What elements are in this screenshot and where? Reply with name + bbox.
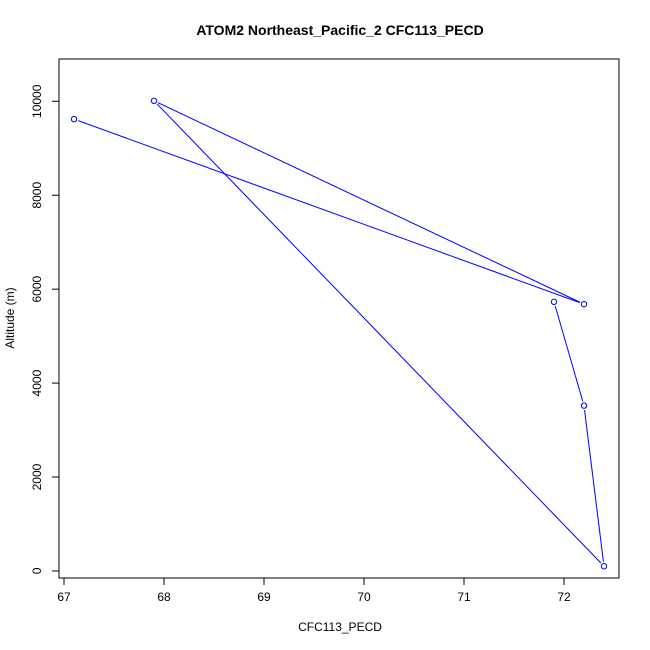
y-tick-label: 0 — [30, 567, 44, 574]
data-point — [550, 298, 558, 306]
x-tick-label: 69 — [257, 590, 271, 604]
series-layer — [70, 97, 608, 570]
x-tick-label: 70 — [357, 590, 371, 604]
y-axis: 0 2000 4000 6000 8000 10000 — [30, 84, 60, 574]
chart-title: ATOM2 Northeast_Pacific_2 CFC113_PECD — [196, 22, 483, 38]
series-segment — [157, 102, 581, 303]
x-tick-label: 71 — [457, 590, 471, 604]
y-tick-label: 6000 — [30, 275, 44, 302]
data-point — [150, 97, 158, 105]
data-point — [600, 563, 608, 570]
x-axis: 67 68 69 70 71 72 — [57, 577, 571, 604]
series-segment — [156, 103, 602, 564]
y-tick-label: 2000 — [30, 463, 44, 490]
plot-frame — [58, 58, 620, 579]
data-point — [70, 115, 78, 123]
y-tick-label: 8000 — [30, 182, 44, 209]
x-tick-label: 72 — [557, 590, 571, 604]
y-tick-label: 4000 — [30, 369, 44, 396]
series-segment — [584, 410, 604, 562]
y-axis-label: Altitude (m) — [3, 287, 17, 348]
x-axis-label: CFC113_PECD — [298, 620, 382, 634]
y-tick-label: 10000 — [30, 84, 44, 118]
x-tick-label: 68 — [157, 590, 171, 604]
data-point — [580, 300, 588, 308]
series-segment — [78, 120, 580, 304]
series-segment — [554, 306, 584, 402]
x-tick-label: 67 — [57, 590, 71, 604]
data-point — [580, 402, 588, 409]
